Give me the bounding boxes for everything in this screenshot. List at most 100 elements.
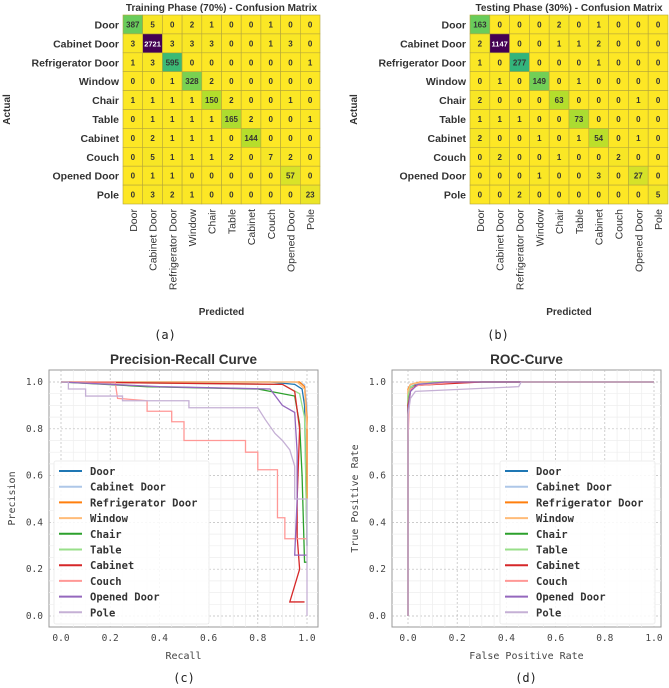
confusion-matrix: Training Phase (70%) - Confusion Matrix 3…	[2, 3, 321, 318]
cell-value: 0	[636, 191, 641, 200]
cell-value: 1147	[492, 39, 508, 48]
x-axis-label: False Positive Rate	[469, 651, 583, 662]
cell-value: 0	[249, 96, 254, 105]
cell-value: 0	[131, 191, 136, 200]
cell-value: 3	[131, 39, 136, 48]
x-axis-label: Recall	[165, 651, 201, 662]
cell-value: 0	[497, 191, 502, 200]
cell-value: 0	[517, 134, 522, 143]
cell-value: 0	[616, 134, 621, 143]
row-label: Refrigerator Door	[31, 57, 119, 69]
cell-value: 0	[150, 77, 155, 86]
cell-value: 1	[596, 20, 601, 29]
cell-value: 1	[557, 39, 562, 48]
series-line-pole	[61, 381, 308, 616]
y-tick-label: 0.4	[26, 517, 43, 528]
cell-value: 63	[555, 96, 564, 105]
cell-value: 150	[205, 96, 219, 105]
cell-value: 1	[577, 39, 582, 48]
y-tick-label: 0.0	[26, 611, 43, 622]
cell-value: 0	[577, 153, 582, 162]
cell-value: 0	[131, 115, 136, 124]
cell-value: 595	[166, 58, 180, 67]
legend-entry: Cabinet Door	[536, 482, 612, 494]
cell-value: 2	[150, 134, 155, 143]
cell-value: 0	[308, 96, 313, 105]
cell-value: 1	[269, 39, 274, 48]
x-tick-label: 0.0	[399, 633, 416, 644]
column-label: Chair	[207, 208, 219, 234]
row-label: Opened Door	[399, 171, 466, 183]
cell-value: 0	[537, 153, 542, 162]
cell-value: 1	[170, 96, 175, 105]
cell-value: 3	[596, 172, 601, 181]
row-label: Cabinet Door	[53, 38, 119, 50]
cell-value: 0	[249, 77, 254, 86]
y-tick-label: 1.0	[369, 377, 386, 388]
cell-value: 0	[131, 153, 136, 162]
cell-value: 1	[209, 115, 214, 124]
cell-value: 5	[656, 191, 661, 200]
column-label: Couch	[266, 209, 278, 240]
cell-value: 0	[308, 20, 313, 29]
x-tick-label: 0.2	[102, 633, 119, 644]
column-label: Window	[187, 209, 199, 247]
cell-value: 0	[616, 77, 621, 86]
cell-value: 0	[497, 58, 502, 67]
cell-value: 0	[497, 96, 502, 105]
cell-value: 1	[131, 96, 136, 105]
cell-value: 3	[209, 39, 214, 48]
cell-value: 0	[229, 58, 234, 67]
cell-value: 0	[229, 39, 234, 48]
legend-entry: Pole	[90, 607, 115, 619]
line-chart: 0.0 0.2 0.4 0.6 0.8 1.0 0.0 0.2 0.4 0.6 0.8 1.0 Prec…	[7, 352, 319, 662]
legend-entry: Window	[90, 513, 129, 525]
cell-value: 0	[656, 115, 661, 124]
cell-value: 0	[497, 172, 502, 181]
column-label: Opened Door	[633, 209, 645, 273]
cell-value: 1	[190, 134, 195, 143]
cell-value: 0	[131, 134, 136, 143]
series-line-opened-door	[60, 381, 307, 556]
column-label: Door	[128, 209, 140, 232]
cell-value: 3	[170, 39, 175, 48]
cell-value: 0	[577, 191, 582, 200]
cell-value: 1	[209, 134, 214, 143]
cell-value: 0	[596, 153, 601, 162]
cell-value: 0	[249, 153, 254, 162]
cell-value: 1	[150, 172, 155, 181]
legend-entry: Cabinet	[90, 560, 134, 572]
cell-value: 0	[190, 58, 195, 67]
cell-value: 1	[190, 96, 195, 105]
cell-value: 0	[478, 191, 483, 200]
cell-value: 1	[170, 172, 175, 181]
cell-value: 2	[229, 96, 234, 105]
cell-value: 277	[513, 58, 527, 67]
row-label: Cabinet	[427, 133, 466, 145]
cell-value: 1	[288, 96, 293, 105]
cell-value: 0	[596, 191, 601, 200]
cell-value: 2	[288, 153, 293, 162]
cell-value: 0	[616, 20, 621, 29]
series-line-pole	[407, 381, 654, 616]
cell-value: 0	[537, 191, 542, 200]
cell-value: 0	[269, 134, 274, 143]
row-label: Window	[426, 76, 467, 88]
row-label: Pole	[444, 190, 466, 202]
cell-value: 1	[497, 77, 502, 86]
column-label: Pole	[653, 209, 665, 230]
cell-value: 0	[656, 39, 661, 48]
cell-value: 0	[656, 20, 661, 29]
x-tick-label: 0.6	[200, 633, 217, 644]
cell-value: 1	[209, 153, 214, 162]
column-label: Opened Door	[285, 209, 297, 273]
cell-value: 1	[478, 58, 483, 67]
x-tick-label: 0.6	[547, 633, 564, 644]
y-tick-label: 0.2	[26, 564, 43, 575]
row-label: Opened Door	[52, 171, 119, 183]
legend-entry: Pole	[536, 607, 561, 619]
cell-value: 0	[229, 134, 234, 143]
cell-value: 3	[150, 191, 155, 200]
cell-value: 0	[288, 115, 293, 124]
